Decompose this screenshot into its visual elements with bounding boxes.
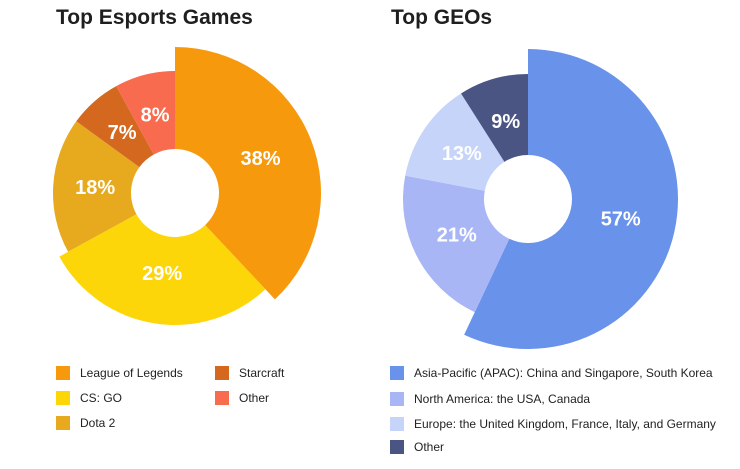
chart-panel-top-geos: Top GEOs 57% 21% 13% 9% Asia-Pacific (APAC)… — [370, 0, 740, 469]
donut-slice-starcraft — [76, 86, 154, 168]
slice-percent-label: 57% — [601, 209, 641, 231]
slice-percent-label: 9% — [491, 111, 520, 133]
slice-percent-label: 18% — [75, 177, 115, 199]
donut-slice-other — [461, 74, 528, 162]
donut-slice-other — [116, 71, 175, 155]
slice-percent-label: 13% — [442, 143, 482, 165]
chart-title: Top GEOs — [391, 6, 493, 29]
donut-slice-cs-go — [59, 214, 266, 326]
donut-slice-europe-the-united-kingdom-france-italy-and-germany — [405, 93, 505, 191]
chart-title: Top Esports Games — [56, 6, 253, 29]
slice-percent-label: 38% — [241, 148, 281, 170]
slice-percent-label: 21% — [437, 224, 477, 246]
slice-percent-label: 29% — [142, 263, 182, 285]
slice-percent-label: 7% — [108, 122, 137, 144]
donut-chart: 38% 29% 18% 7%8% — [52, 47, 321, 326]
donut-slice-asia-pacific-apac-china-and-singapore-south-korea — [464, 49, 678, 349]
donut-slice-league-of-legends — [175, 47, 321, 300]
donut-slice-north-america-the-usa-canada — [403, 175, 510, 313]
chart-panel-esports-games: Top Esports Games 38% 29% 18% 7% 8% League o… — [52, 6, 321, 430]
donut-chart: 57% 21% 13% 9% — [403, 49, 678, 349]
slice-percent-label: 8% — [141, 105, 170, 127]
donut-slice-dota-2 — [52, 121, 140, 252]
